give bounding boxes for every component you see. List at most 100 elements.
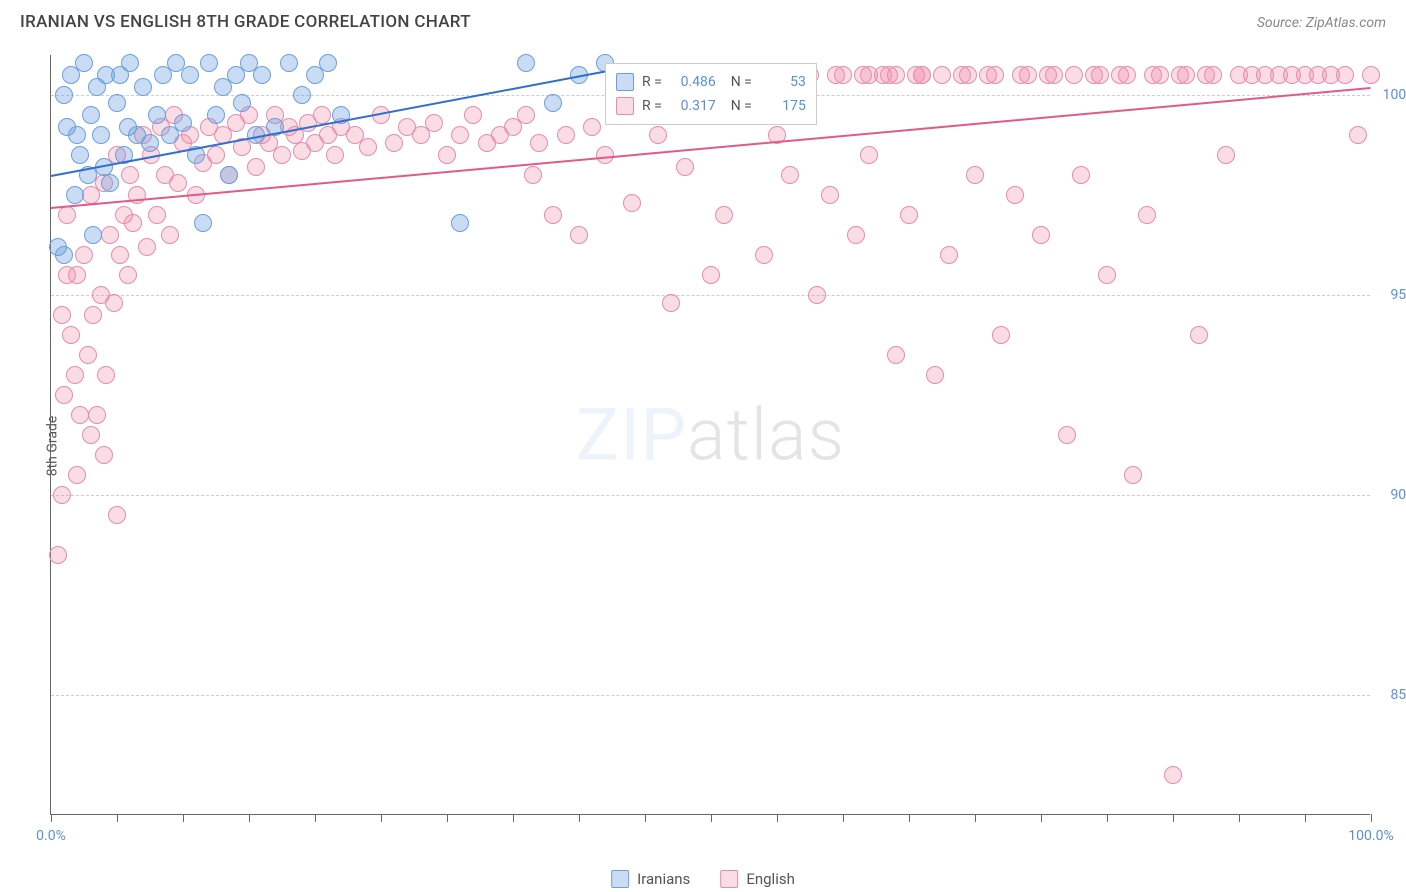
scatter-point (121, 54, 139, 72)
legend-label: Iranians (637, 870, 690, 888)
xtick (1239, 814, 1240, 822)
stat-r-value: 0.486 (670, 74, 716, 90)
scatter-point (55, 386, 73, 404)
chart-title: IRANIAN VS ENGLISH 8TH GRADE CORRELATION… (20, 12, 471, 32)
scatter-point (220, 166, 238, 184)
scatter-point (253, 66, 271, 84)
scatter-point (557, 126, 575, 144)
scatter-point (49, 546, 67, 564)
xtick (447, 814, 448, 822)
scatter-point (887, 346, 905, 364)
scatter-point (544, 206, 562, 224)
scatter-point (181, 66, 199, 84)
xtick (381, 814, 382, 822)
xtick (843, 814, 844, 822)
gridline (51, 295, 1370, 296)
scatter-point (194, 214, 212, 232)
scatter-point (62, 326, 80, 344)
scatter-point (319, 54, 337, 72)
ytick-label: 85.0% (1390, 687, 1406, 703)
scatter-point (425, 114, 443, 132)
scatter-point (148, 106, 166, 124)
xtick (645, 814, 646, 822)
scatter-point (662, 294, 680, 312)
legend-swatch (611, 870, 629, 888)
scatter-point (293, 86, 311, 104)
scatter-point (101, 226, 119, 244)
scatter-point (1058, 426, 1076, 444)
scatter-point (141, 134, 159, 152)
watermark: ZIPatlas (576, 392, 845, 477)
xtick (315, 814, 316, 822)
scatter-point (940, 246, 958, 264)
scatter-point (517, 106, 535, 124)
scatter-point (1171, 66, 1189, 84)
scatter-point (1091, 66, 1109, 84)
scatter-point (1098, 266, 1116, 284)
xtick-label: 100.0% (1348, 828, 1393, 844)
scatter-point (55, 246, 73, 264)
scatter-point (1006, 186, 1024, 204)
ytick-label: 95.0% (1390, 287, 1406, 303)
scatter-point (71, 406, 89, 424)
scatter-point (959, 66, 977, 84)
scatter-point (53, 486, 71, 504)
scatter-point (900, 206, 918, 224)
scatter-point (121, 166, 139, 184)
scatter-point (451, 126, 469, 144)
scatter-point (808, 286, 826, 304)
scatter-point (1362, 66, 1380, 84)
xtick (909, 814, 910, 822)
scatter-point (517, 54, 535, 72)
scatter-point (75, 54, 93, 72)
scatter-point (75, 246, 93, 264)
stat-r-label: R = (642, 98, 662, 114)
xtick (777, 814, 778, 822)
scatter-point (1144, 66, 1162, 84)
scatter-point (359, 138, 377, 156)
scatter-point (97, 366, 115, 384)
scatter-point (755, 246, 773, 264)
scatter-point (1349, 126, 1367, 144)
scatter-point (84, 306, 102, 324)
xtick (975, 814, 976, 822)
scatter-point (933, 66, 951, 84)
scatter-point (1217, 146, 1235, 164)
scatter-point (583, 118, 601, 136)
scatter-point (926, 366, 944, 384)
xtick (1041, 814, 1042, 822)
ytick-label: 90.0% (1390, 487, 1406, 503)
scatter-point (1065, 66, 1083, 84)
legend-swatch (616, 73, 634, 91)
scatter-point (84, 226, 102, 244)
legend-row: R =0.486 N =53 (616, 70, 806, 94)
scatter-point (92, 126, 110, 144)
stat-n-value: 53 (760, 74, 806, 90)
scatter-point (1336, 66, 1354, 84)
scatter-point (68, 466, 86, 484)
stat-r-value: 0.317 (670, 98, 716, 114)
stat-n-value: 175 (760, 98, 806, 114)
scatter-point (715, 206, 733, 224)
gridline (51, 495, 1370, 496)
scatter-point (119, 266, 137, 284)
scatter-point (82, 106, 100, 124)
scatter-point (58, 206, 76, 224)
scatter-point (134, 78, 152, 96)
scatter-point (1012, 66, 1030, 84)
scatter-point (169, 174, 187, 192)
scatter-point (827, 66, 845, 84)
scatter-point (860, 146, 878, 164)
scatter-chart: ZIPatlas 85.0%90.0%95.0%100.0%0.0%100.0%… (50, 55, 1370, 815)
scatter-point (781, 166, 799, 184)
legend-row: R =0.317 N =175 (616, 94, 806, 118)
xtick (711, 814, 712, 822)
xtick (1173, 814, 1174, 822)
stat-r-label: R = (642, 74, 662, 90)
stats-legend: R =0.486 N =53R =0.317 N =175 (605, 63, 817, 125)
scatter-point (273, 146, 291, 164)
source-label: Source: ZipAtlas.com (1257, 15, 1386, 31)
scatter-point (66, 186, 84, 204)
scatter-point (161, 226, 179, 244)
legend-swatch (616, 97, 634, 115)
